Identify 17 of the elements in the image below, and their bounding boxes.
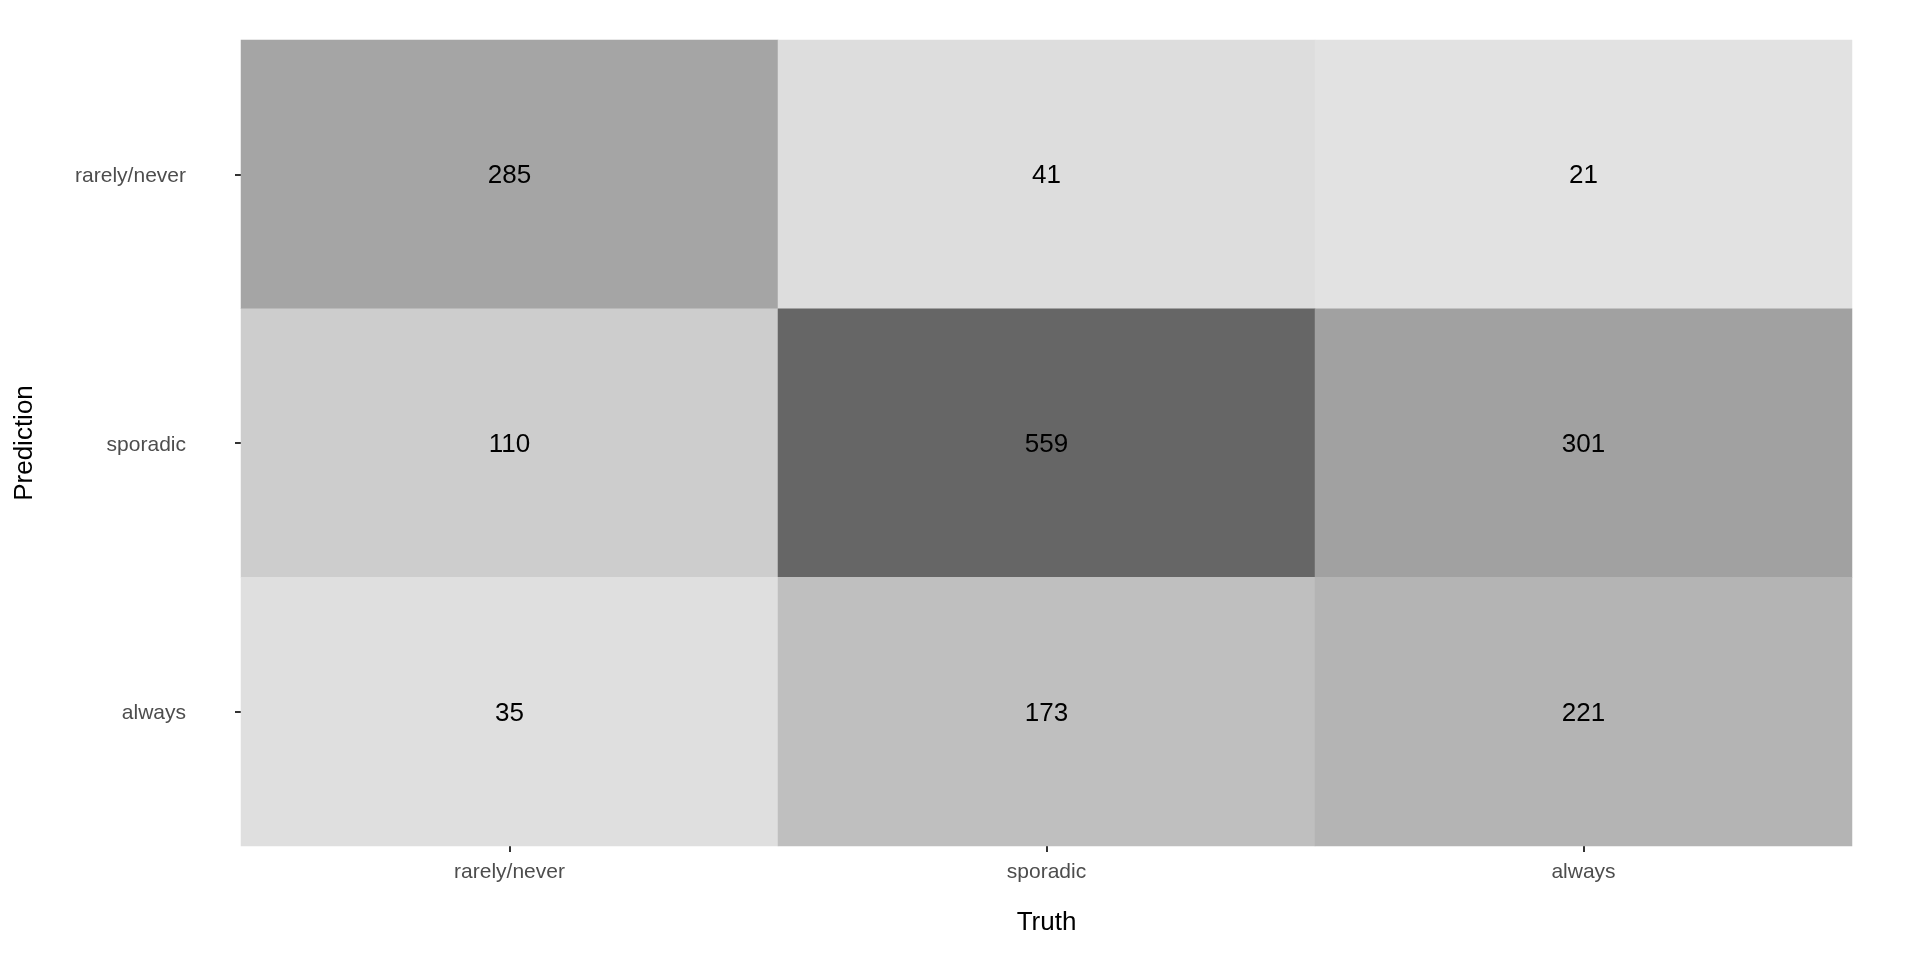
y-tick-label: rarely/never xyxy=(75,162,186,186)
y-axis-title: Prediction xyxy=(8,385,38,501)
data-label: 221 xyxy=(1561,696,1606,727)
data-label: 285 xyxy=(487,159,532,190)
data-label: 41 xyxy=(1032,159,1061,190)
data-label: 35 xyxy=(495,696,524,727)
data-label: 301 xyxy=(1561,428,1606,458)
data-label: 110 xyxy=(488,428,531,458)
x-tick-label: sporadic xyxy=(1006,859,1087,882)
x-tick-label: rarely/never xyxy=(454,859,565,882)
y-tick-label: always xyxy=(121,700,186,724)
y-tick-label: sporadic xyxy=(106,431,186,455)
x-axis-title: Truth xyxy=(1016,906,1077,936)
x-tick-label: always xyxy=(1551,859,1616,882)
data-label: 21 xyxy=(1569,159,1598,190)
data-label: 173 xyxy=(1024,696,1069,727)
data-label: 559 xyxy=(1024,428,1069,458)
